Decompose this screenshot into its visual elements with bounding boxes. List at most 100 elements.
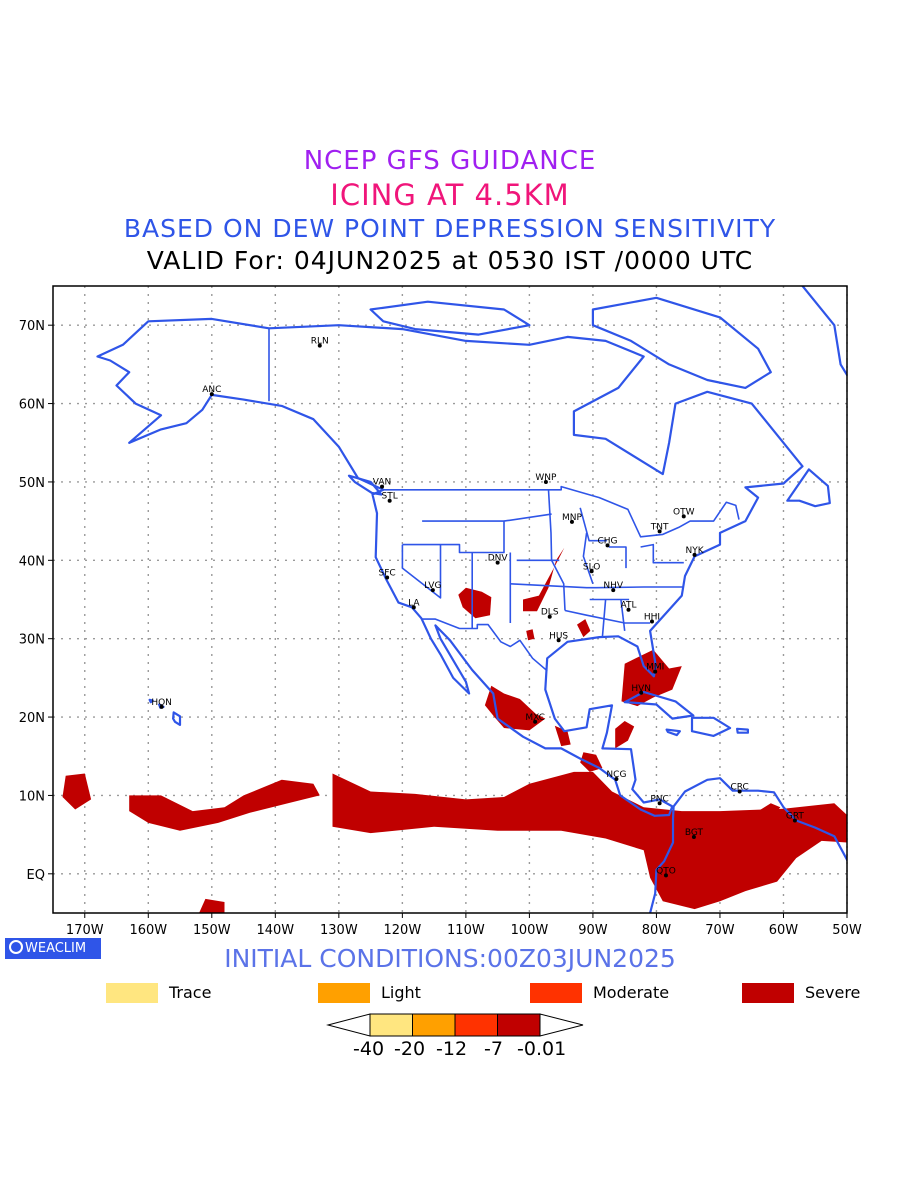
station-label: CHG [598, 536, 618, 546]
station-label: VAN [373, 478, 391, 488]
political-border [401, 544, 442, 599]
station-label: ANC [202, 385, 221, 395]
map-frame [52, 285, 848, 914]
political-border [510, 583, 684, 589]
station-dot [663, 873, 668, 878]
axis-ticks: EQ 10N 20N 30N 40N 50N 60N 70N 170W 160W 150W 140W 1… [19, 319, 862, 938]
icing-areas [62, 547, 847, 913]
icing-area-severe [621, 649, 682, 707]
station-mxc: MXC [525, 713, 545, 724]
icing-area-severe [199, 898, 225, 913]
station-label: MXC [525, 713, 545, 723]
station-dot [209, 392, 214, 397]
station-van: VAN [373, 478, 391, 489]
lat-tick-label: 70N [19, 319, 45, 334]
station-label: WNP [535, 473, 557, 483]
station-dot [692, 552, 697, 557]
lon-tick-label: 110W [447, 923, 485, 938]
station-dot [495, 560, 500, 565]
station-label: SFC [379, 569, 396, 579]
icing-area-severe [554, 725, 571, 747]
station-dnv: DNV [488, 554, 508, 565]
station-dot [657, 801, 662, 806]
station-grt: GRT [786, 812, 804, 823]
station-dot [533, 719, 538, 724]
coastline [591, 296, 772, 389]
station-tnt: TNT [650, 522, 669, 534]
station-ncg: NCG [606, 770, 626, 781]
lon-tick-label: 80W [642, 923, 672, 938]
title-line-3: BASED ON DEW POINT DEPRESSION SENSITIVIT… [123, 214, 777, 243]
lon-tick-label: 100W [511, 923, 549, 938]
station-nyk: NYK [685, 546, 705, 557]
station-dot [614, 776, 619, 781]
station-label: NYK [685, 546, 704, 556]
station-hon: HON [151, 698, 172, 709]
weaclim-logo: WEACLIM [5, 938, 101, 959]
station-hhi: HHI [644, 612, 660, 624]
lon-tick-label: 70W [705, 923, 735, 938]
station-dot [589, 569, 594, 574]
lon-tick-label: 150W [193, 923, 231, 938]
station-label: STL [382, 492, 398, 502]
political-border [601, 599, 607, 638]
station-label: TNT [650, 522, 669, 532]
lon-tick-label: 90W [578, 923, 608, 938]
coastline [690, 716, 732, 737]
station-label: OTW [673, 507, 695, 517]
station-dot [737, 789, 742, 794]
station-dot [611, 588, 616, 593]
icing-area-severe [484, 685, 546, 731]
political-border [640, 543, 684, 564]
station-nhv: NHV [603, 581, 624, 593]
station-dot [605, 543, 610, 548]
station-label: HHI [644, 612, 660, 622]
station-dot [387, 498, 392, 503]
station-dot [657, 529, 662, 534]
lon-tick-label: 130W [320, 923, 358, 938]
station-label: RLN [311, 337, 329, 347]
colorbar-label-5: -0.01 [517, 1038, 567, 1060]
lon-tick-label: 60W [769, 923, 799, 938]
station-label: MNP [562, 513, 582, 523]
station-dot [411, 605, 416, 610]
icing-area-severe [758, 803, 781, 819]
political-border [402, 520, 505, 554]
station-qto: QTO [656, 866, 676, 878]
station-wnp: WNP [535, 473, 557, 484]
coastline [786, 468, 831, 508]
lon-tick-label: 120W [384, 923, 422, 938]
title-valid-time: VALID For: 04JUN2025 at 0530 IST /0000 U… [146, 246, 754, 275]
station-label: HON [151, 698, 172, 708]
station-label: MMI [646, 663, 664, 673]
legend-swatch-trace [106, 983, 158, 1003]
coastline [665, 728, 681, 737]
icing-area-severe [526, 629, 535, 641]
station-bgt: BGT [685, 828, 704, 839]
station-mnp: MNP [562, 513, 582, 524]
station-label: CRC [730, 783, 748, 793]
station-label: HUS [549, 631, 568, 641]
logo-ring-icon [9, 940, 23, 954]
station-dot [626, 607, 631, 612]
station-dot [649, 619, 654, 624]
lon-tick-label: 50W [832, 923, 862, 938]
station-anc: ANC [202, 385, 221, 397]
coastline [172, 711, 182, 726]
legend-swatch-moderate [530, 983, 582, 1003]
station-sfc: SFC [379, 569, 396, 580]
title-line-2: ICING AT 4.5KM [330, 178, 570, 212]
station-dot [639, 690, 644, 695]
political-border [582, 532, 594, 585]
station-label: HVN [631, 684, 651, 694]
station-otw: OTW [673, 507, 695, 519]
icing-area-severe [523, 547, 565, 612]
station-label: LVG [424, 581, 441, 591]
legend-swatch-light [318, 983, 370, 1003]
station-dot [547, 614, 552, 619]
lat-tick-label: 50N [19, 476, 45, 491]
legend-label-light: Light [381, 983, 421, 1002]
station-dot [543, 479, 548, 484]
title-line-1: NCEP GFS GUIDANCE [303, 146, 597, 176]
political-border [547, 489, 566, 611]
